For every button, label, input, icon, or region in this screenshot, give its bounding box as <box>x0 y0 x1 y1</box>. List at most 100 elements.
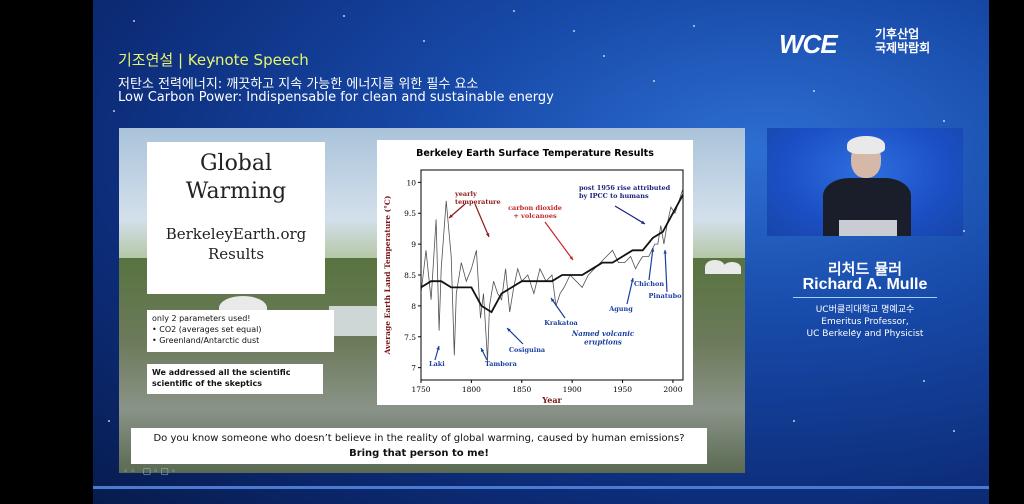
star <box>113 110 115 112</box>
arrow-cosiguina <box>506 327 524 345</box>
arrow-co2 <box>544 221 574 261</box>
video-stage: 기조연설 | Keynote Speech 저탄소 전력에너지: 깨끗하고 지속… <box>93 0 989 504</box>
podium <box>839 220 897 236</box>
star <box>108 420 110 422</box>
arrow-krakatoa-head <box>551 298 555 302</box>
x-tick-label: 1900 <box>563 385 582 394</box>
video-progress-bar[interactable] <box>93 486 989 489</box>
annotation-co2-volcanoes: + volcanoes <box>513 212 557 220</box>
wce-logo-text: 기후산업 국제박람회 <box>875 27 930 55</box>
parameter-item: CO2 (averages set equal) <box>152 324 329 335</box>
parameters-heading: only 2 parameters used! <box>152 314 251 323</box>
chart-title: Berkeley Earth Surface Temperature Resul… <box>416 148 654 159</box>
arrow-pinatubo <box>664 249 668 293</box>
wce-logo: WCE 기후산업 국제박람회 <box>779 27 949 59</box>
arrow-agung-head <box>630 278 634 282</box>
x-tick-label: 2000 <box>663 385 682 394</box>
star <box>923 380 925 382</box>
star <box>213 60 215 62</box>
star <box>963 230 965 232</box>
x-axis-label: Year <box>541 395 562 405</box>
arrow-krakatoa <box>550 297 566 319</box>
annotation-named-eruptions: Named volcanic <box>571 329 635 338</box>
talk-title-korean: 저탄소 전력에너지: 깨끗하고 지속 가능한 에너지를 위한 필수 요소 <box>118 77 479 92</box>
annotation-ipcc: post 1956 rise attributed <box>579 184 671 192</box>
affiliation-english-line1: Emeritus Professor, <box>821 317 909 327</box>
annotation-agung: Agung <box>608 305 633 313</box>
question-text: Do you know someone who doesn’t believe … <box>153 433 685 444</box>
star <box>953 430 955 432</box>
speaker-name-korean: 리처드 뮬러 <box>827 260 903 278</box>
name-divider <box>793 297 937 298</box>
skeptics-note: We addressed all the scientific scientif… <box>147 364 323 394</box>
skeptics-note-line1: We addressed all the scientific <box>152 368 291 377</box>
co2-volcano-fit-line <box>420 194 684 314</box>
affiliation-korean: UC버클리대학교 명예교수 <box>815 305 915 315</box>
star <box>133 20 135 22</box>
arrow-ipcc <box>614 205 646 225</box>
annotation-ipcc: by IPCC to humans <box>579 192 649 200</box>
presentation-slide: Global Warming BerkeleyEarth.org Results… <box>119 128 745 473</box>
slide-title-card: Global Warming BerkeleyEarth.org Results <box>147 142 325 294</box>
arrow-cosiguina-head <box>507 328 511 332</box>
star <box>693 25 695 27</box>
reactor-dome <box>723 262 741 274</box>
arrow-yearly-head <box>449 214 453 218</box>
star <box>793 420 795 422</box>
y-axis-label: Average Earth Land Temperature (°C) <box>383 196 392 356</box>
slide-site: BerkeleyEarth.org Results <box>147 224 325 264</box>
annotation-laki: Laki <box>429 360 445 368</box>
annotation-tambora: Tambora <box>485 360 518 368</box>
temperature-chart: Berkeley Earth Surface Temperature Resul… <box>383 148 684 405</box>
talk-title-english: Low Carbon Power: Indispensable for clea… <box>118 90 554 105</box>
y-tick-label: 7.5 <box>404 333 416 342</box>
parameters-note: only 2 parameters used! CO2 (averages se… <box>147 310 334 352</box>
wce-logo-mark: WCE <box>779 29 838 59</box>
x-tick-label: 1850 <box>512 385 531 394</box>
x-tick-label: 1750 <box>411 385 430 394</box>
annotation-named-eruptions: eruptions <box>584 338 622 347</box>
y-tick-label: 7 <box>411 364 416 373</box>
speaker-affiliation: UC버클리대학교 명예교수 Emeritus Professor, UC Ber… <box>767 304 963 340</box>
slide-site-line1: BerkeleyEarth.org <box>165 225 307 243</box>
reactor-dome <box>705 260 725 274</box>
slide-title-line2: Warming <box>185 179 287 204</box>
annotation-yearly-temperature: yearly <box>454 190 477 198</box>
star <box>573 30 575 32</box>
star <box>603 55 605 57</box>
arrow-yearly <box>474 203 490 238</box>
parameter-item: Greenland/Antarctic dust <box>152 335 329 346</box>
speaker-hair <box>847 136 885 154</box>
arrow-tambora-head <box>481 348 485 352</box>
arrow-pinatubo-head <box>663 250 667 254</box>
annotation-co2-volcanoes: carbon dioxide <box>508 204 562 212</box>
question-call-to-action: Bring that person to me! <box>349 448 489 459</box>
x-tick-label: 1800 <box>462 385 481 394</box>
star <box>813 90 815 92</box>
arrow-yearly-head <box>485 233 490 237</box>
annotation-pinatubo: Pinatubo <box>649 292 683 300</box>
star <box>513 10 515 12</box>
annotation-yearly-temperature: temperature <box>455 198 501 206</box>
slide-title: Global Warming <box>147 150 325 206</box>
y-tick-label: 9.5 <box>404 209 416 218</box>
slide-site-line2: Results <box>207 245 265 263</box>
x-tick-label: 1950 <box>613 385 632 394</box>
affiliation-english-line2: UC Berkeley and Physicist <box>806 329 924 339</box>
y-tick-label: 8.5 <box>404 271 416 280</box>
skeptics-note-line2: scientific of the skeptics <box>152 379 262 388</box>
session-kicker: 기조연설 | Keynote Speech <box>118 51 309 69</box>
logo-text-line1: 기후산업 <box>875 27 920 41</box>
arrow-chichon <box>648 247 654 281</box>
annotation-krakatoa: Krakatoa <box>544 319 578 327</box>
y-tick-label: 8 <box>411 302 416 311</box>
star <box>423 40 425 42</box>
player-controls[interactable]: ◦◦ ▢◦▢◦ <box>123 467 179 477</box>
temperature-chart-card: Berkeley Earth Surface Temperature Resul… <box>377 140 693 405</box>
star <box>653 80 655 82</box>
slide-question-banner: Do you know someone who doesn’t believe … <box>131 428 707 464</box>
yearly-temperature-line <box>420 188 684 362</box>
y-tick-label: 9 <box>411 240 416 249</box>
star <box>853 330 855 332</box>
star <box>343 15 345 17</box>
